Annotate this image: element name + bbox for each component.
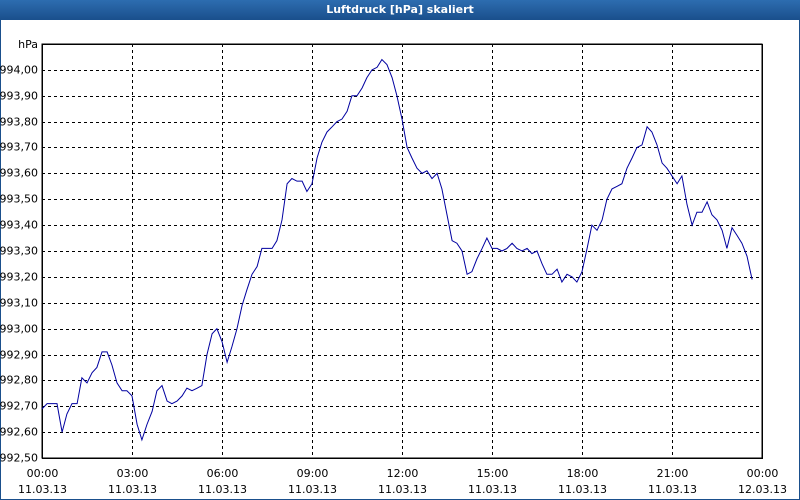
y-tick-label: 992,80 — [0, 374, 38, 387]
y-tick-label: 994,00 — [0, 64, 38, 77]
y-tick-label: 993,30 — [0, 245, 38, 258]
y-tick-label: 992,60 — [0, 426, 38, 439]
window-title: Luftdruck [hPa] skaliert — [0, 0, 800, 20]
y-tick-label: 992,90 — [0, 349, 38, 362]
x-tick-date: 12.03.13 — [738, 483, 787, 496]
x-tick-label: 06:00 — [207, 467, 239, 480]
x-tick-date: 11.03.13 — [468, 483, 517, 496]
y-axis-label: hPa — [18, 38, 38, 51]
x-tick-date: 11.03.13 — [108, 483, 157, 496]
x-tick-label: 09:00 — [297, 467, 329, 480]
y-tick-label: 993,20 — [0, 271, 38, 284]
y-tick-label: 993,10 — [0, 297, 38, 310]
y-tick-label: 992,70 — [0, 400, 38, 413]
y-tick-label: 993,90 — [0, 90, 38, 103]
y-tick-label: 993,80 — [0, 116, 38, 129]
y-tick-label: 993,60 — [0, 167, 38, 180]
x-tick-label: 03:00 — [117, 467, 149, 480]
x-tick-date: 11.03.13 — [288, 483, 337, 496]
x-tick-label: 00:00 — [747, 467, 779, 480]
x-tick-date: 11.03.13 — [198, 483, 247, 496]
y-tick-label: 993,70 — [0, 141, 38, 154]
x-tick-label: 15:00 — [477, 467, 509, 480]
y-tick-label: 993,40 — [0, 219, 38, 232]
chart: hPa 992,50 992,60 992,70 992,80 992,90 993,00… — [0, 38, 787, 496]
x-tick-label: 21:00 — [657, 467, 689, 480]
y-tick-label: 992,50 — [0, 452, 38, 465]
y-tick-label: 993,00 — [0, 323, 38, 336]
x-tick-label: 18:00 — [567, 467, 599, 480]
x-tick-date: 11.03.13 — [648, 483, 697, 496]
y-tick-label: 993,50 — [0, 193, 38, 206]
x-tick-date: 11.03.13 — [558, 483, 607, 496]
x-tick-date: 11.03.13 — [18, 483, 67, 496]
x-tick-date: 11.03.13 — [378, 483, 427, 496]
x-tick-label: 00:00 — [27, 467, 59, 480]
plot-border — [42, 44, 763, 459]
line-series — [41, 58, 753, 442]
x-tick-label: 12:00 — [387, 467, 419, 480]
